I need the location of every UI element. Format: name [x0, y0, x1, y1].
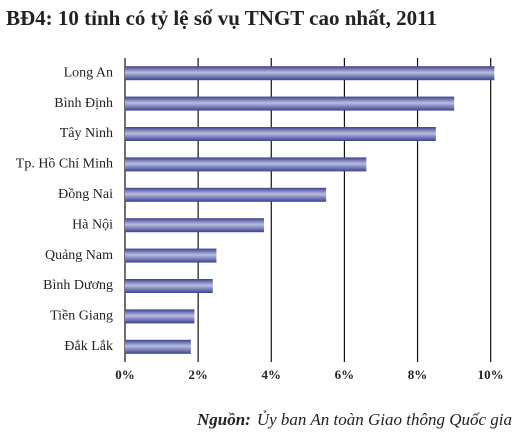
- bar: [125, 96, 455, 111]
- bar: [125, 218, 264, 233]
- y-tick-label: Hà Nội: [72, 217, 113, 232]
- y-tick-label: Tp. Hồ Chí Minh: [16, 157, 113, 172]
- bar: [125, 157, 367, 172]
- x-tick-label: 4%: [262, 367, 282, 382]
- y-tick-label: Đắk Lắk: [64, 339, 113, 354]
- chart-title: BĐ4: 10 tỉnh có tỷ lệ số vụ TNGT cao nhấ…: [6, 6, 437, 30]
- source-label: Nguồn:: [196, 410, 251, 429]
- bar: [125, 127, 436, 141]
- x-tick-label: 6%: [335, 367, 355, 382]
- bar: [125, 66, 495, 81]
- y-tick-label: Long An: [64, 65, 113, 80]
- x-tick-label: 0%: [115, 367, 135, 382]
- x-tick-label: 2%: [188, 367, 208, 382]
- x-tick-label: 10%: [478, 367, 504, 382]
- y-tick-label: Bình Định: [54, 96, 113, 111]
- y-tick-label: Tây Ninh: [60, 126, 113, 141]
- bar: [125, 248, 217, 263]
- bar: [125, 187, 327, 202]
- bar: [125, 309, 195, 324]
- y-tick-label: Đồng Nai: [58, 187, 113, 202]
- y-tick-label: Quảng Nam: [45, 248, 113, 263]
- source-text: Ủy ban An toàn Giao thông Quốc gia: [257, 410, 512, 429]
- bar: [125, 279, 213, 293]
- source: Nguồn: Ủy ban An toàn Giao thông Quốc gia: [196, 410, 512, 429]
- y-tick-label: Tiền Giang: [50, 309, 113, 324]
- bar: [125, 339, 191, 354]
- y-tick-label: Bình Dương: [43, 278, 113, 293]
- x-tick-label: 8%: [408, 367, 428, 382]
